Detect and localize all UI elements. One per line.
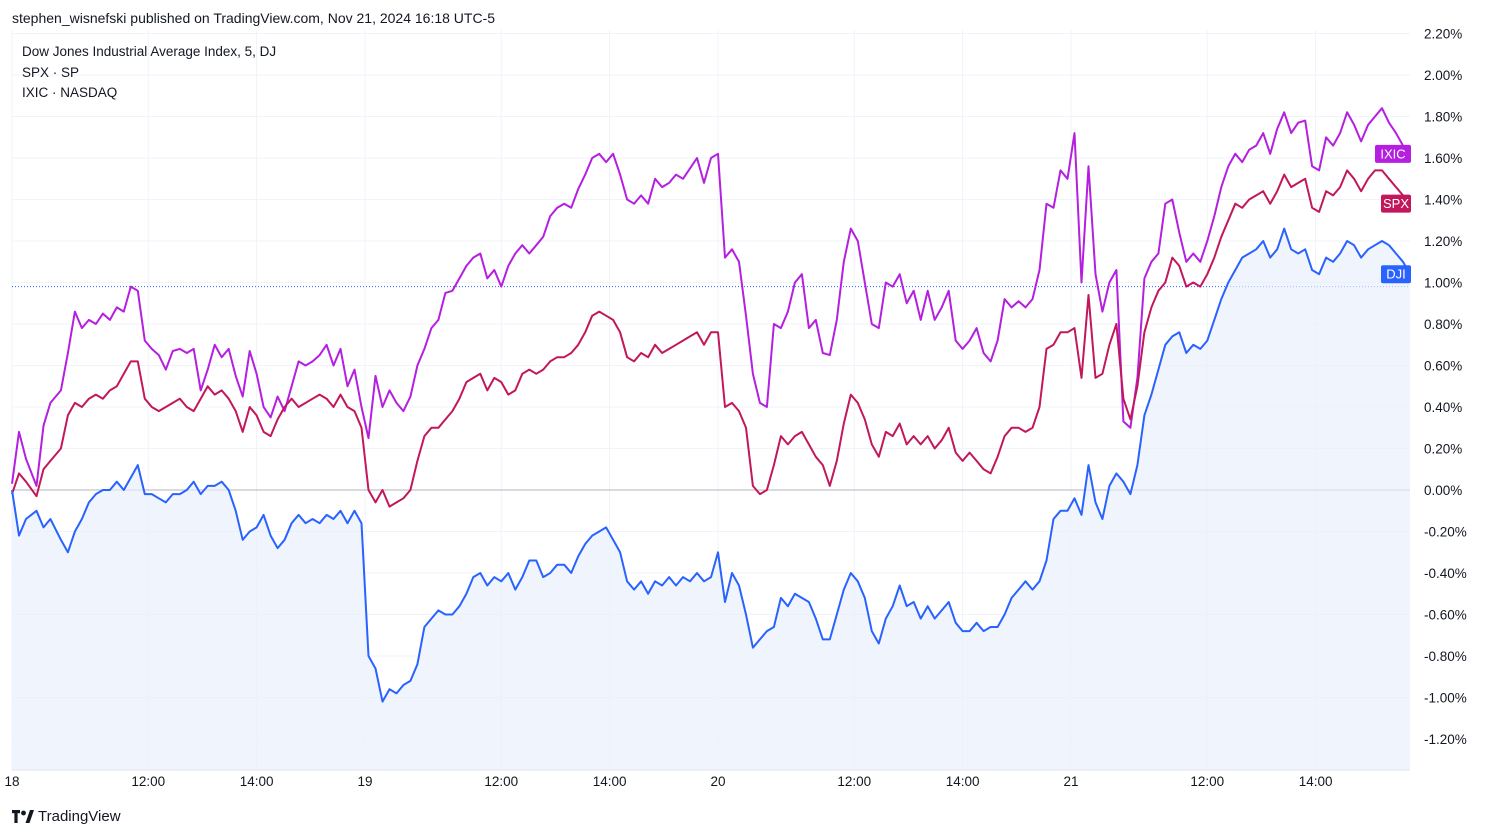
- y-tick-label: 1.60%: [1424, 151, 1462, 166]
- x-tick-label: 14:00: [240, 774, 274, 789]
- y-tick-label: 1.20%: [1424, 234, 1462, 249]
- footer-brand-text: TradingView: [38, 808, 121, 825]
- series-fill-layer: [12, 228, 1410, 771]
- y-tick-label: -1.00%: [1424, 691, 1467, 706]
- y-axis: 2.20% 2.00% 1.80% 1.60% 1.40% 1.20% 1.00% 0.80%…: [1424, 27, 1467, 748]
- y-tick-label: -0.40%: [1424, 566, 1467, 581]
- y-tick-label: 2.20%: [1424, 27, 1462, 42]
- y-tick-label: 0.20%: [1424, 442, 1462, 457]
- y-tick-label: 0.00%: [1424, 483, 1462, 498]
- x-tick-label: 14:00: [1299, 774, 1333, 789]
- y-tick-label: -1.20%: [1424, 732, 1467, 747]
- x-tick-label: 18: [4, 774, 19, 789]
- x-tick-label: 20: [710, 774, 725, 789]
- series-badges: IXIC SPX DJI: [1375, 144, 1411, 284]
- y-tick-label: -0.80%: [1424, 649, 1467, 664]
- x-tick-label: 12:00: [837, 774, 871, 789]
- series-lines: [11, 107, 1411, 703]
- series-badge-label: SPX: [1383, 196, 1409, 211]
- y-tick-label: 1.40%: [1424, 193, 1462, 208]
- series-badge-dji: DJI: [1381, 265, 1411, 284]
- y-tick-label: 0.40%: [1424, 400, 1462, 415]
- series-area-dji: [12, 228, 1410, 771]
- x-tick-label: 21: [1063, 774, 1078, 789]
- footer-branding[interactable]: TradingView: [12, 808, 121, 825]
- legend-item-ixic[interactable]: IXIC · NASDAQ: [22, 85, 118, 100]
- x-tick-label: 12:00: [1190, 774, 1224, 789]
- y-tick-label: 1.00%: [1424, 276, 1462, 291]
- y-tick-label: 1.80%: [1424, 110, 1462, 125]
- published-header: stephen_wisnefski published on TradingVi…: [12, 10, 496, 26]
- tradingview-logo-icon: [12, 809, 34, 823]
- x-axis: 18 12:00 14:00 19 12:00 14:00 20 12:00 14:00 21 12…: [4, 769, 1410, 789]
- series-badge-spx: SPX: [1381, 194, 1411, 213]
- y-tick-label: 0.80%: [1424, 317, 1462, 332]
- x-tick-label: 14:00: [593, 774, 627, 789]
- y-tick-label: 0.60%: [1424, 359, 1462, 374]
- legend-item-dji[interactable]: Dow Jones Industrial Average Index, 5, D…: [22, 44, 277, 59]
- legend-item-spx[interactable]: SPX · SP: [22, 64, 80, 80]
- y-tick-label: -0.60%: [1424, 608, 1467, 623]
- y-tick-label: -0.20%: [1424, 525, 1467, 540]
- legend: Dow Jones Industrial Average Index, 5, D…: [22, 42, 276, 104]
- x-tick-label: 12:00: [484, 774, 518, 789]
- series-line-ixic[interactable]: [11, 107, 1411, 487]
- x-tick-label: 19: [357, 774, 372, 789]
- y-tick-label: 2.00%: [1424, 68, 1462, 83]
- series-badge-label: IXIC: [1380, 146, 1405, 161]
- series-badge-ixic: IXIC: [1375, 144, 1411, 163]
- series-badge-label: DJI: [1386, 267, 1406, 282]
- x-tick-label: 12:00: [131, 774, 165, 789]
- x-tick-label: 14:00: [946, 774, 980, 789]
- series-line-spx[interactable]: [11, 169, 1411, 508]
- series-line-dji[interactable]: [11, 227, 1411, 703]
